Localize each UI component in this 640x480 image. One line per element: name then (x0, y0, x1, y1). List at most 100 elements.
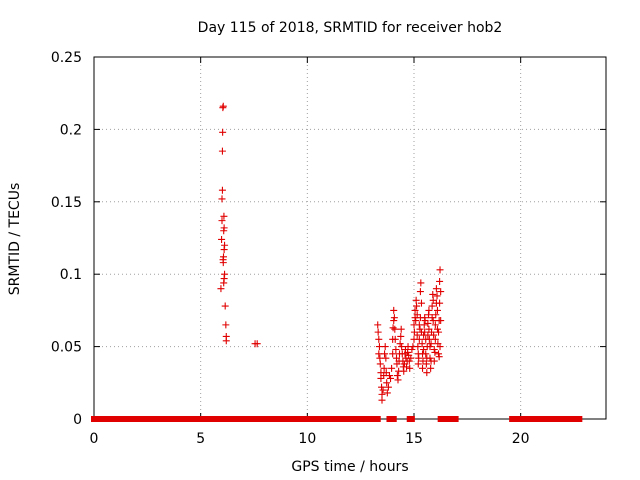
data-point (413, 331, 421, 339)
data-point (218, 217, 226, 225)
data-point (222, 321, 230, 329)
data-point (428, 302, 436, 310)
data-point (417, 279, 425, 287)
data-point (374, 321, 382, 329)
data-point (387, 374, 395, 382)
data-point (253, 340, 261, 348)
data-point (425, 335, 433, 343)
data-point (218, 186, 226, 194)
data-point (378, 396, 386, 404)
data-point (221, 302, 229, 310)
data-point (391, 335, 399, 343)
data-point (381, 350, 389, 358)
data-point (435, 328, 443, 336)
data-point (436, 277, 444, 285)
data-point (376, 360, 384, 368)
x-tick-label: 0 (90, 431, 99, 447)
data-point (408, 345, 416, 353)
data-point (419, 357, 427, 365)
data-point (427, 340, 435, 348)
data-point (219, 102, 227, 110)
data-point (430, 357, 438, 365)
zero-value-run (222, 416, 381, 422)
chart-title: Day 115 of 2018, SRMTID for receiver hob… (198, 20, 503, 36)
data-point (392, 345, 400, 353)
axes (93, 56, 607, 420)
data-point (426, 343, 434, 351)
y-tick-label: 0.25 (51, 50, 82, 66)
zero-value-runs (91, 416, 583, 422)
data-point (429, 296, 437, 304)
data-point (415, 354, 423, 362)
y-axis-title: SRMTID / TECUs (7, 183, 23, 296)
x-tick-label: 10 (298, 431, 316, 447)
data-point (388, 364, 396, 372)
data-point (425, 306, 433, 314)
data-point (431, 321, 439, 329)
data-point (384, 383, 392, 391)
data-point (421, 328, 429, 336)
data-point (424, 319, 432, 327)
data-point (420, 345, 428, 353)
data-markers (217, 102, 445, 404)
gridlines (94, 57, 606, 419)
data-point (433, 325, 441, 333)
data-point (219, 253, 227, 261)
data-point (437, 288, 445, 296)
data-point (220, 279, 228, 287)
data-point (416, 288, 424, 296)
data-point (430, 331, 438, 339)
data-point (413, 311, 421, 319)
data-point (220, 224, 228, 232)
data-point (413, 302, 421, 310)
data-point (222, 337, 230, 345)
data-point (394, 376, 402, 384)
data-point (423, 369, 431, 377)
data-point (422, 350, 430, 358)
data-point (221, 270, 229, 278)
data-point (391, 325, 399, 333)
zero-value-run (386, 416, 397, 422)
data-point (412, 317, 420, 325)
y-tick-label: 0.1 (60, 267, 82, 283)
data-point (374, 328, 382, 336)
data-point (411, 306, 419, 314)
data-point (405, 357, 413, 365)
data-point (436, 343, 444, 351)
data-point (436, 266, 444, 274)
data-point (375, 335, 383, 343)
data-point (221, 241, 229, 249)
data-point (390, 317, 398, 325)
data-point (429, 317, 437, 325)
data-point (379, 386, 387, 394)
x-axis-title: GPS time / hours (291, 459, 408, 475)
data-point (380, 364, 388, 372)
data-point (403, 363, 411, 371)
data-point (390, 306, 398, 314)
data-point (217, 285, 225, 293)
data-point (416, 325, 424, 333)
data-point (390, 314, 398, 322)
y-tick-label: 0.05 (51, 340, 82, 356)
data-point (426, 354, 434, 362)
x-tick-label: 20 (512, 431, 530, 447)
data-point (432, 311, 440, 319)
y-tick-label: 0.2 (60, 122, 82, 138)
data-point (219, 128, 227, 136)
x-tick-label: 5 (196, 431, 205, 447)
data-point (383, 389, 391, 397)
data-point (382, 354, 390, 362)
data-point (407, 354, 415, 362)
data-point (378, 383, 386, 391)
data-point (431, 335, 439, 343)
data-point (430, 345, 438, 353)
data-point (389, 350, 397, 358)
data-point (436, 299, 444, 307)
y-tick-label: 0.15 (51, 195, 82, 211)
data-point (385, 372, 393, 380)
data-point (381, 343, 389, 351)
data-point (417, 299, 425, 307)
plot-frame (93, 56, 607, 420)
data-point (382, 369, 390, 377)
